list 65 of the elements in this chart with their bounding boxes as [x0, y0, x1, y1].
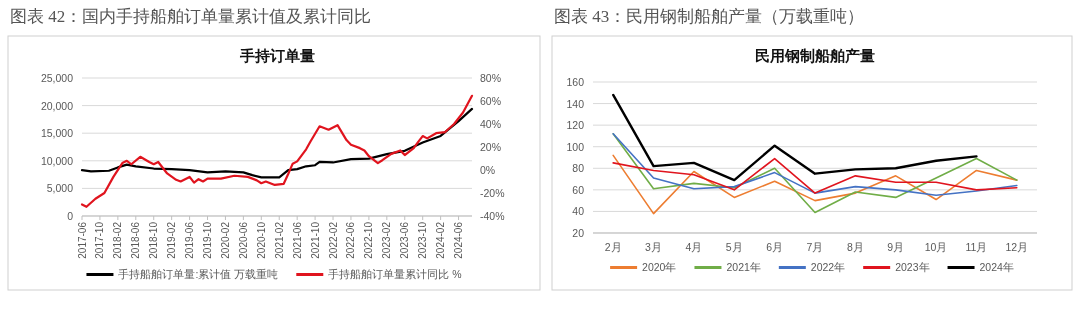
- xtick: 2021-02: [273, 222, 285, 259]
- xtick: 4月: [685, 241, 703, 253]
- ytick: 0: [67, 210, 73, 222]
- legend-label: 2021年: [726, 261, 761, 273]
- ytick: 80: [572, 162, 584, 175]
- ytick: 20,000: [40, 99, 73, 112]
- xtick: 2020-10: [255, 222, 267, 259]
- ytick: 20: [572, 227, 584, 239]
- xtick: 9月: [887, 241, 905, 253]
- y2tick: 60%: [480, 95, 501, 107]
- xtick: 11月: [965, 241, 988, 253]
- ytick: 10,000: [40, 154, 73, 167]
- xtick: 2020-02: [219, 222, 231, 259]
- xtick: 7月: [806, 241, 824, 253]
- xtick: 2023-06: [399, 222, 411, 259]
- xtick: 6月: [766, 241, 784, 253]
- ytick: 140: [566, 97, 584, 110]
- ytick: 100: [566, 140, 584, 153]
- legend-label: 2024年: [979, 261, 1014, 273]
- y2tick: 20%: [480, 141, 501, 153]
- title: 图表 43：民用钢制船舶产量（万载重吨）: [554, 7, 865, 26]
- ytick: 60: [572, 183, 584, 196]
- y2tick: 80%: [480, 72, 501, 84]
- y2tick: 40%: [480, 118, 501, 130]
- xtick: 5月: [725, 241, 743, 253]
- xtick: 2023-02: [381, 222, 393, 259]
- ytick: 15,000: [40, 127, 73, 140]
- y2tick: -20%: [480, 187, 505, 199]
- y2tick: 0%: [480, 164, 496, 176]
- xtick: 2019-10: [202, 222, 213, 259]
- xtick: 10月: [924, 241, 948, 253]
- subtitle: 手持订单量: [239, 48, 315, 64]
- xtick: 2019-02: [166, 222, 178, 259]
- legend-label: 2020年: [642, 261, 677, 273]
- xtick: 2024-06: [453, 222, 465, 259]
- xtick: 2017-06: [76, 222, 88, 259]
- xtick: 2019-06: [184, 222, 196, 259]
- title: 图表 42：国内手持船舶订单量累计值及累计同比: [10, 7, 372, 26]
- ytick: 25,000: [40, 72, 73, 84]
- xtick: 2022-10: [363, 222, 375, 259]
- xtick: 2月: [604, 241, 622, 253]
- xtick: 2022-06: [345, 222, 357, 259]
- xtick: 2023-10: [417, 222, 429, 259]
- xtick: 12月: [1005, 241, 1029, 253]
- legend-label: 手持船舶订单量:累计值 万载重吨: [118, 268, 279, 280]
- xtick: 2018-02: [112, 222, 124, 259]
- xtick: 2021-06: [291, 222, 303, 259]
- legend-label: 2023年: [895, 261, 930, 273]
- xtick: 2018-06: [130, 222, 142, 259]
- ytick: 160: [566, 76, 584, 88]
- legend-label: 2022年: [810, 261, 846, 273]
- xtick: 2017-10: [94, 222, 106, 259]
- xtick: 8月: [846, 241, 864, 253]
- ytick: 5,000: [46, 182, 73, 195]
- ytick: 120: [566, 119, 584, 132]
- ytick: 40: [572, 205, 584, 218]
- xtick: 2020-06: [237, 222, 249, 259]
- xtick: 3月: [645, 241, 662, 253]
- xtick: 2022-02: [327, 222, 339, 259]
- xtick: 2021-10: [309, 222, 321, 259]
- xtick: 2018-10: [148, 222, 160, 259]
- xtick: 2024-02: [435, 222, 447, 259]
- subtitle: 民用钢制船舶产量: [755, 48, 875, 64]
- y2tick: -40%: [480, 210, 505, 222]
- legend-label: 手持船舶订单量累计同比 %: [328, 268, 462, 280]
